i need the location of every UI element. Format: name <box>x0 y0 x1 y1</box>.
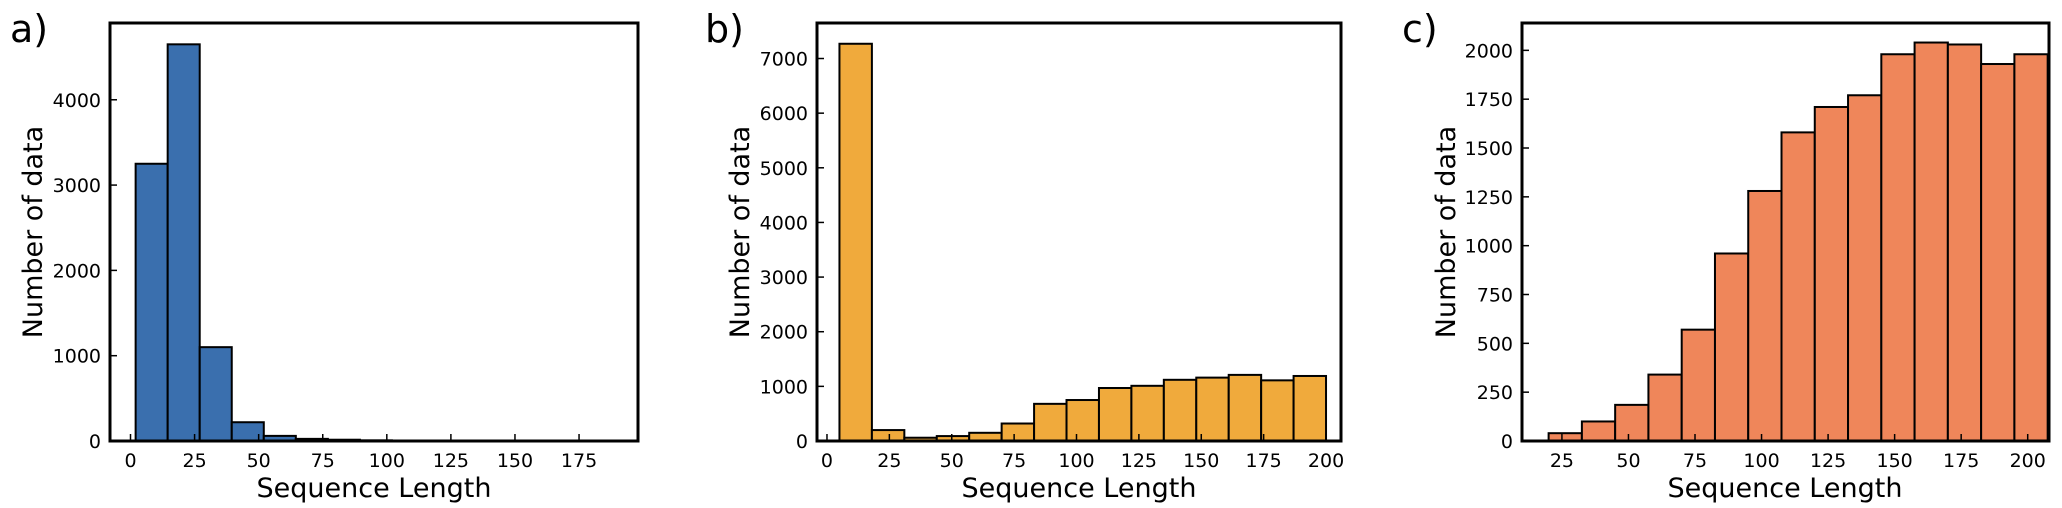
panel-c-bar <box>1946 43 1983 442</box>
panel-b-xtick-label: 125 <box>1121 450 1157 472</box>
panel-b-xtick-label: 75 <box>1002 450 1026 472</box>
panel-b-xlabel: Sequence Length <box>962 473 1197 504</box>
panel-b-bar <box>1195 376 1230 443</box>
panel-c-bar <box>1713 252 1750 442</box>
panel-b-xtick-label: 200 <box>1308 450 1344 472</box>
panel-c-bar <box>1580 420 1617 442</box>
panel-a-frame <box>108 21 640 443</box>
panel-c-bar <box>1847 94 1883 442</box>
panel-a-label: a) <box>10 7 48 51</box>
panel-c-ytick-label: 2000 <box>1465 40 1513 62</box>
panel-c-xtick-label: 200 <box>2010 450 2046 472</box>
panel-c-xtick-label: 125 <box>1810 450 1846 472</box>
panel-b-label: b) <box>705 7 744 51</box>
panel-b-ytick-label: 3000 <box>760 267 808 289</box>
panel-a-ytick-label: 3000 <box>53 175 101 197</box>
panel-c-xtick-label: 25 <box>1550 450 1574 472</box>
panel-a: a) 0 25 50 75 100 125 150 17501000200030004000 … <box>10 7 640 504</box>
panel-c-ytick-label: 0 <box>1501 431 1513 453</box>
panel-b-ytick-label: 0 <box>796 431 808 453</box>
panel-a-ytick-label: 1000 <box>53 346 101 368</box>
panel-c-bar <box>1680 328 1716 442</box>
panel-b-xtick-label: 175 <box>1246 450 1282 472</box>
panel-b-bar <box>1130 384 1165 443</box>
panel-a-ytick-label: 4000 <box>53 90 101 112</box>
panel-c-bars <box>1547 41 2049 443</box>
panel-a-xlabel: Sequence Length <box>257 473 492 504</box>
panel-c-xlabel: Sequence Length <box>1668 473 1903 504</box>
panel-c-xtick-label: 75 <box>1683 450 1707 472</box>
panel-a-bar <box>134 162 169 442</box>
panel-c-bar <box>1980 63 2016 443</box>
panel-c-bar <box>1813 105 1850 442</box>
panel-c-ytick-label: 250 <box>1477 382 1513 404</box>
panel-c-bar <box>1880 53 1916 442</box>
panel-a-ytick-label: 0 <box>89 431 101 453</box>
panel-a-xtick-label: 150 <box>497 450 533 472</box>
panel-a-xtick-label: 100 <box>369 450 405 472</box>
panel-c-bar <box>1747 189 1783 442</box>
panel-c-label: c) <box>1402 7 1438 51</box>
panel-c: c) 25 50 75 100 125 150 175 2000250500750100012… <box>1402 7 2051 504</box>
panel-b-bar <box>1065 399 1100 443</box>
panel-b-bar <box>870 429 906 443</box>
panel-c-ytick-label: 1000 <box>1465 236 1513 258</box>
panel-b-bar <box>838 42 873 442</box>
panel-c-ytick-label: 750 <box>1477 285 1513 307</box>
panel-b-ytick-label: 1000 <box>760 376 808 398</box>
panel-b-bars <box>838 42 1328 443</box>
panel-b-ytick-label: 7000 <box>760 49 808 71</box>
panel-c-ticks: 25 50 75 100 125 150 175 2000250500750100012501… <box>1465 40 2046 472</box>
panel-b-xtick-label: 100 <box>1058 450 1094 472</box>
panel-b-bar <box>1260 379 1295 443</box>
panel-b-bar <box>1000 422 1036 443</box>
panel-c-ytick-label: 1750 <box>1465 89 1513 111</box>
panel-a-xtick-label: 175 <box>561 450 597 472</box>
panel-b-ylabel: Number of data <box>725 126 756 338</box>
panel-c-bar <box>2013 53 2049 442</box>
panel-a-xtick-label: 50 <box>247 450 271 472</box>
panel-a-ytick-label: 2000 <box>53 260 101 282</box>
panel-a-xtick-label: 125 <box>433 450 469 472</box>
panel-c-bar <box>1614 403 1650 442</box>
panel-a-bar <box>198 346 233 442</box>
panel-b-ytick-label: 2000 <box>760 322 808 344</box>
panel-b-bar <box>1292 374 1328 443</box>
panel-b-ytick-label: 4000 <box>760 212 808 234</box>
panel-a-ylabel: Number of data <box>18 126 49 338</box>
panel-c-xtick-label: 150 <box>1876 450 1912 472</box>
panel-c-ytick-label: 1500 <box>1465 138 1513 160</box>
panel-b-xtick-label: 50 <box>940 450 964 472</box>
panel-c-xtick-label: 175 <box>1943 450 1979 472</box>
panel-a-ticks: 0 25 50 75 100 125 150 175 0 1000 2000 3000 4000 <box>53 90 598 472</box>
panel-c-xtick-label: 100 <box>1743 450 1779 472</box>
panel-c-ytick-label: 500 <box>1477 333 1513 355</box>
panel-b-bar <box>1227 373 1263 443</box>
panel-c-ytick-label: 1250 <box>1465 187 1513 209</box>
panel-c-bar <box>1913 41 1949 442</box>
panel-c-frame <box>1520 21 2051 443</box>
panel-a-xtick-label: 25 <box>182 450 206 472</box>
panel-b-ytick-label: 6000 <box>760 103 808 125</box>
panel-c-bar <box>1647 373 1683 442</box>
panel-c-xtick-label: 50 <box>1616 450 1640 472</box>
panel-b-xtick-label: 150 <box>1183 450 1219 472</box>
panel-c-ylabel: Number of data <box>1431 126 1462 338</box>
panel-a-bars <box>134 43 618 443</box>
panel-a-xtick-label: 0 <box>124 450 136 472</box>
panel-b-ytick-label: 5000 <box>760 158 808 180</box>
panel-b-xtick-label: 0 <box>821 450 833 472</box>
panel-b-xtick-label: 25 <box>877 450 901 472</box>
panel-b: b) 0 25 50 75 100 125 150 175 200010002000300040… <box>705 7 1344 504</box>
panel-a-xtick-label: 75 <box>311 450 335 472</box>
panel-b-bar <box>1097 386 1133 442</box>
panel-b-bar <box>1162 378 1198 442</box>
panel-b-ticks: 0 25 50 75 100 125 150 175 200010002000300040005… <box>760 49 1345 472</box>
panel-a-bar <box>166 43 201 442</box>
panel-b-bar <box>1033 402 1068 443</box>
panel-b-frame <box>815 21 1343 443</box>
panel-c-bar <box>1780 131 1816 442</box>
